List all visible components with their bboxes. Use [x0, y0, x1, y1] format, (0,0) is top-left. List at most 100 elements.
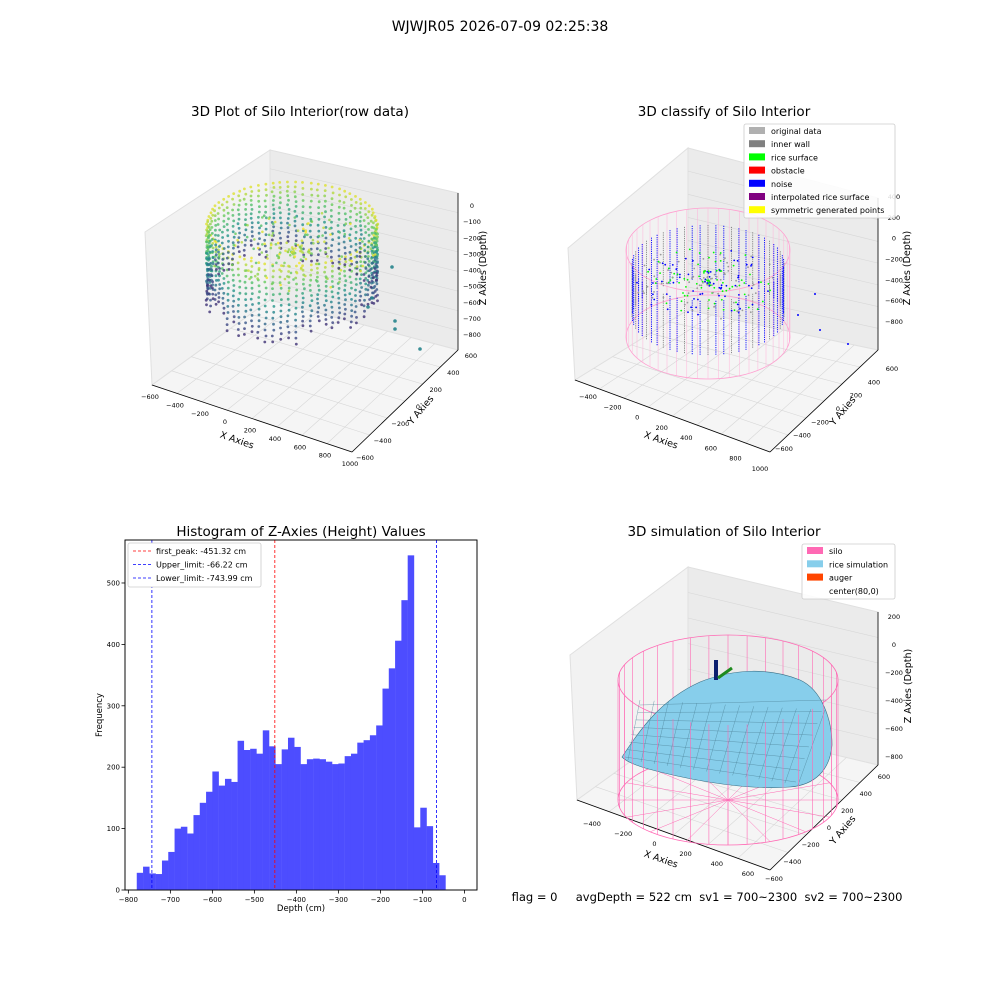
- sim-auger: [714, 660, 733, 680]
- cls-point: [646, 285, 649, 288]
- cls-x-tick-label: −400: [579, 393, 597, 401]
- raw-point: [302, 278, 305, 281]
- raw-point: [282, 264, 285, 268]
- raw-point: [260, 251, 264, 254]
- cls-point: [659, 261, 661, 264]
- raw-point: [210, 286, 214, 290]
- raw-point: [257, 184, 260, 187]
- cls-point: [706, 283, 709, 286]
- raw-point: [264, 210, 267, 214]
- raw-point: [249, 259, 253, 263]
- raw-point: [308, 229, 312, 233]
- raw-point: [354, 218, 358, 222]
- sim-mesh-line: [637, 711, 822, 713]
- cls-legend-label: symmetric generated points: [771, 206, 884, 215]
- raw-point: [300, 247, 304, 251]
- grid-line: [650, 333, 843, 385]
- raw-point: [324, 250, 327, 254]
- cls-legend-label: rice surface: [771, 153, 818, 162]
- cls-point: [725, 284, 728, 287]
- sim-y-tick-label: −400: [783, 858, 801, 866]
- grid-line: [687, 240, 879, 286]
- cls-point: [702, 281, 704, 284]
- raw-point: [359, 206, 363, 210]
- sim-legend-swatch: [807, 560, 823, 568]
- raw-point: [343, 274, 347, 278]
- cls-point: [692, 290, 694, 292]
- cls-point: [714, 260, 717, 263]
- raw-point: [257, 319, 261, 323]
- raw-point: [205, 257, 208, 260]
- raw-point: [222, 306, 226, 310]
- sim-x-tick-label: 200: [679, 850, 691, 858]
- raw-point: [286, 217, 290, 220]
- raw-point: [208, 239, 212, 243]
- raw-point: [274, 243, 278, 246]
- hist-bar: [218, 785, 226, 890]
- raw-point: [367, 281, 371, 284]
- raw-point: [208, 278, 212, 282]
- raw-point: [263, 298, 267, 302]
- grid-line: [631, 344, 825, 402]
- raw-point: [249, 194, 253, 198]
- hist-bar: [187, 833, 194, 890]
- cls-point: [730, 250, 733, 252]
- raw-point: [271, 181, 275, 185]
- raw-point: [244, 321, 248, 325]
- hist-bar: [426, 826, 434, 890]
- raw-point: [286, 314, 290, 318]
- raw-point: [338, 311, 342, 315]
- raw-point: [209, 211, 213, 215]
- raw-point: [240, 241, 244, 244]
- raw-point: [213, 204, 217, 208]
- raw-point: [358, 211, 362, 214]
- cls-point: [713, 306, 715, 308]
- raw-point: [244, 292, 248, 296]
- raw-point: [309, 289, 312, 292]
- cls-point: [667, 267, 670, 270]
- raw-point: [270, 334, 274, 338]
- raw-point: [213, 209, 217, 213]
- cls-point: [661, 280, 663, 283]
- raw-point: [286, 203, 289, 207]
- sim-silo-floor-spoke: [626, 782, 729, 801]
- raw-point: [214, 293, 218, 297]
- raw-point: [287, 270, 290, 273]
- raw-point: [256, 277, 259, 280]
- raw-point: [294, 205, 298, 208]
- raw-point: [250, 286, 254, 290]
- hist-bar: [313, 758, 320, 890]
- cls-x-tick-label: 1000: [752, 465, 769, 473]
- panel-classify: 3D classify of Silo Interior −400−200020…: [567, 104, 913, 473]
- raw-point: [218, 267, 222, 270]
- raw-point: [330, 214, 333, 218]
- raw-point: [358, 299, 362, 302]
- sim-z-tick-label: −800: [885, 753, 903, 761]
- cls-point: [724, 273, 726, 276]
- raw-point: [211, 213, 215, 217]
- raw-point: [286, 235, 290, 239]
- raw-point: [298, 245, 302, 249]
- grid-line: [612, 356, 807, 419]
- raw-point: [294, 324, 298, 328]
- raw-point: [289, 253, 292, 257]
- raw-point: [324, 226, 328, 229]
- cls-point: [706, 282, 709, 284]
- sim-y-tick-label: 0: [827, 824, 831, 832]
- raw-point: [301, 296, 305, 300]
- raw-point: [371, 261, 375, 265]
- cls-point: [655, 278, 658, 280]
- cls-point: [704, 278, 707, 281]
- raw-point: [225, 323, 229, 326]
- cls-x-tick-label: 200: [656, 424, 668, 432]
- cls-point: [651, 296, 654, 299]
- raw-z-tick-label: 0: [470, 202, 474, 210]
- raw-point: [215, 268, 218, 271]
- cls-point: [712, 251, 715, 254]
- raw-point: [338, 277, 342, 280]
- cls-point: [643, 264, 646, 267]
- raw-point: [309, 219, 313, 223]
- raw-point: [237, 203, 241, 207]
- cls-point: [740, 279, 743, 281]
- raw-point: [214, 302, 218, 306]
